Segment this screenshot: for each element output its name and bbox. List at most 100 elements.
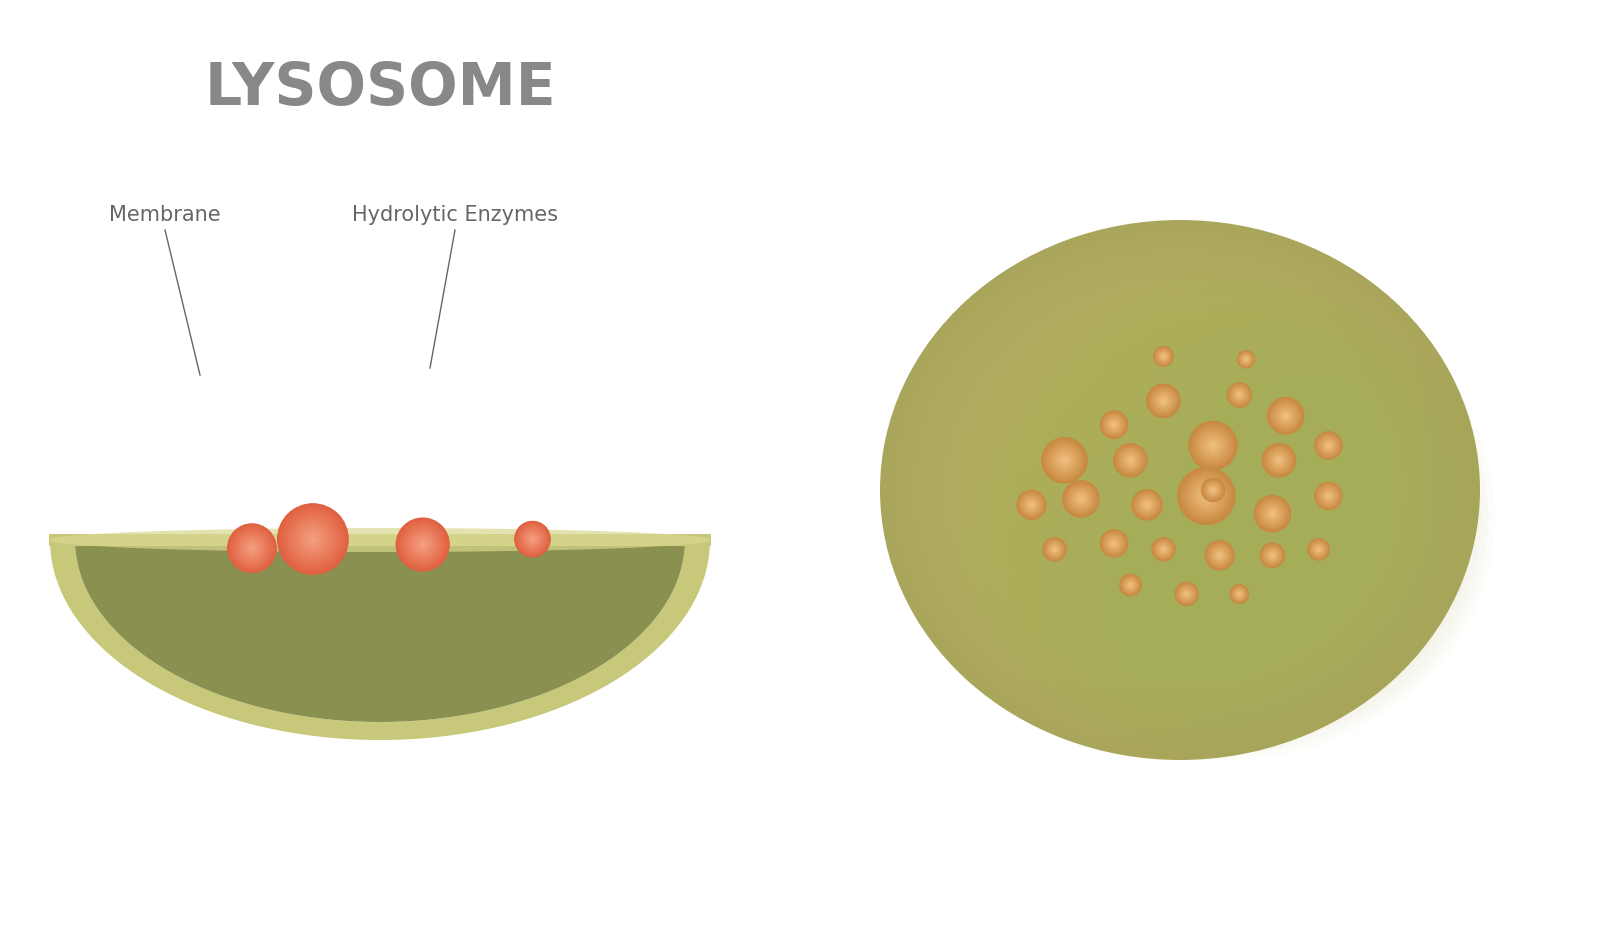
Circle shape	[1160, 398, 1166, 404]
Circle shape	[1182, 473, 1230, 519]
Circle shape	[1162, 399, 1166, 403]
Circle shape	[1235, 589, 1243, 598]
Circle shape	[1155, 393, 1171, 409]
Circle shape	[294, 521, 331, 557]
Circle shape	[1070, 488, 1091, 509]
Circle shape	[1242, 355, 1250, 364]
Circle shape	[1133, 491, 1162, 519]
Circle shape	[1138, 495, 1157, 514]
Ellipse shape	[914, 250, 1446, 729]
Circle shape	[520, 527, 544, 551]
Circle shape	[1326, 494, 1330, 497]
Circle shape	[1198, 431, 1229, 461]
Circle shape	[1117, 446, 1144, 475]
Circle shape	[1061, 457, 1067, 463]
Circle shape	[1050, 446, 1080, 475]
Circle shape	[1154, 390, 1174, 412]
Circle shape	[1186, 593, 1187, 595]
Circle shape	[282, 508, 344, 571]
Circle shape	[1146, 503, 1149, 507]
Circle shape	[1309, 540, 1328, 559]
Circle shape	[1317, 485, 1339, 508]
Circle shape	[1202, 433, 1226, 458]
Circle shape	[1141, 499, 1154, 510]
Circle shape	[243, 540, 261, 557]
Circle shape	[1270, 553, 1275, 557]
Circle shape	[1110, 421, 1118, 429]
Circle shape	[522, 528, 544, 550]
Ellipse shape	[1086, 406, 1274, 574]
Circle shape	[1230, 586, 1248, 603]
Circle shape	[1050, 544, 1061, 555]
Circle shape	[1059, 455, 1069, 465]
Circle shape	[1240, 352, 1253, 366]
Circle shape	[1146, 504, 1149, 506]
Circle shape	[1238, 593, 1240, 595]
Circle shape	[1053, 448, 1077, 472]
Circle shape	[227, 524, 277, 572]
Circle shape	[1019, 492, 1045, 518]
Circle shape	[405, 527, 440, 562]
Circle shape	[1075, 493, 1088, 506]
Circle shape	[1018, 491, 1045, 519]
Circle shape	[1109, 539, 1118, 548]
Circle shape	[1275, 404, 1296, 427]
Circle shape	[1046, 540, 1064, 558]
Circle shape	[1240, 353, 1251, 366]
Circle shape	[1187, 478, 1226, 515]
Circle shape	[1310, 541, 1326, 557]
Circle shape	[1262, 444, 1294, 477]
Circle shape	[526, 533, 539, 545]
Circle shape	[1229, 384, 1251, 406]
Circle shape	[398, 520, 448, 570]
Circle shape	[1050, 543, 1061, 556]
Circle shape	[229, 525, 275, 571]
Circle shape	[307, 533, 320, 545]
Circle shape	[1179, 587, 1194, 602]
Circle shape	[1154, 347, 1173, 366]
Circle shape	[1112, 422, 1117, 427]
Circle shape	[1157, 351, 1170, 362]
Circle shape	[1182, 590, 1190, 598]
Circle shape	[405, 526, 442, 563]
Circle shape	[1157, 349, 1171, 364]
Circle shape	[1266, 548, 1280, 562]
Circle shape	[1227, 384, 1251, 406]
Circle shape	[1181, 589, 1192, 599]
Circle shape	[1030, 504, 1032, 506]
Circle shape	[1182, 590, 1190, 598]
Circle shape	[1267, 448, 1291, 472]
Circle shape	[1102, 414, 1125, 436]
Ellipse shape	[958, 290, 1402, 689]
Circle shape	[1282, 413, 1290, 419]
Circle shape	[1200, 489, 1213, 503]
Circle shape	[1210, 487, 1216, 494]
Circle shape	[1150, 387, 1176, 415]
Circle shape	[1237, 392, 1242, 398]
Circle shape	[1043, 438, 1086, 482]
Circle shape	[230, 526, 274, 570]
Circle shape	[304, 530, 322, 548]
Circle shape	[1230, 585, 1248, 603]
Circle shape	[1154, 391, 1173, 411]
Circle shape	[1310, 541, 1326, 557]
Circle shape	[525, 532, 539, 546]
Circle shape	[1160, 353, 1166, 359]
Circle shape	[1067, 486, 1094, 512]
Circle shape	[1269, 552, 1275, 558]
Circle shape	[1110, 420, 1118, 429]
Circle shape	[1051, 546, 1058, 553]
Circle shape	[528, 535, 538, 543]
Circle shape	[1200, 490, 1213, 502]
Circle shape	[525, 532, 539, 546]
Circle shape	[1128, 583, 1133, 588]
Circle shape	[1120, 574, 1141, 595]
Circle shape	[1123, 452, 1139, 468]
Circle shape	[1102, 532, 1126, 556]
Circle shape	[302, 529, 323, 549]
Circle shape	[1317, 547, 1320, 551]
Circle shape	[1136, 494, 1158, 517]
Circle shape	[1162, 354, 1165, 358]
Circle shape	[1155, 540, 1173, 558]
Circle shape	[1234, 390, 1245, 400]
